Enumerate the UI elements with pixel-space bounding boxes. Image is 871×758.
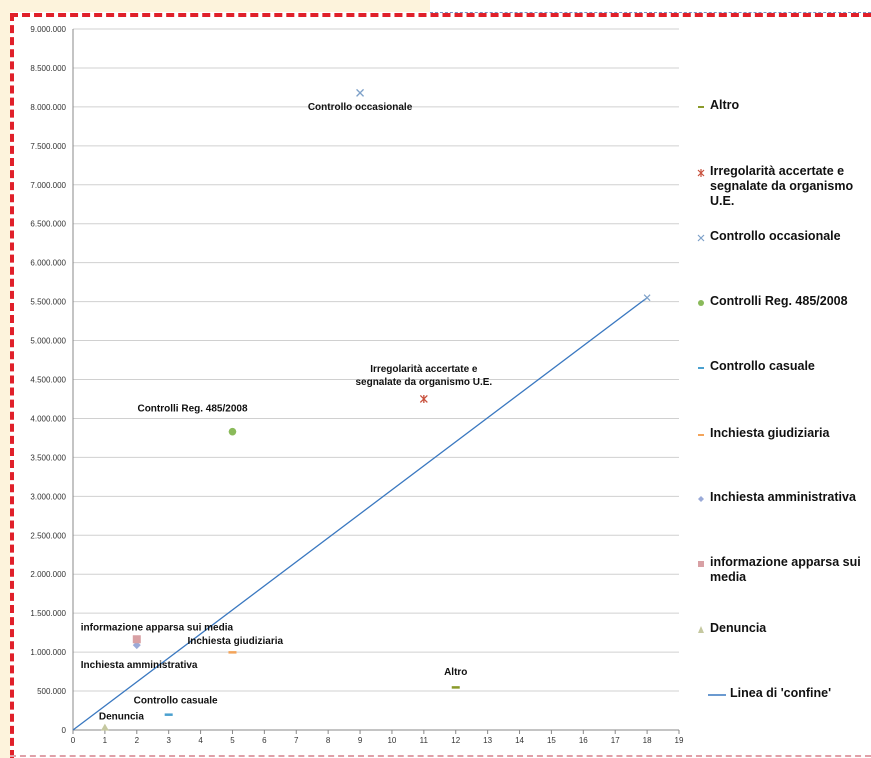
data-label: Controllo casuale [134,695,218,706]
x-tick-label: 0 [71,736,76,745]
legend-label: Controlli Reg. 485/2008 [710,294,848,308]
data-label-line: segnalate da organismo U.E. [355,377,492,388]
data-point [228,427,237,436]
y-tick-label: 7.500.000 [30,142,66,151]
legend-label: Controllo casuale [710,359,815,373]
y-tick-label: 6.000.000 [30,259,66,268]
data-label: Controlli Reg. 485/2008 [137,404,247,415]
chart-legend: Altro Irregolarità accertate e segnalate … [696,0,871,758]
legend-label: informazione apparsa sui media [710,555,861,584]
x-tick-label: 4 [198,736,203,745]
x-tick-label: 6 [262,736,267,745]
y-tick-label: 2.000.000 [30,570,66,579]
x-tick-label: 1 [103,736,108,745]
x-tick-label: 3 [166,736,171,745]
legend-item: Altro [696,98,871,115]
legend-marker-icon [696,556,706,572]
background-strip-top [0,0,430,12]
legend-label: Controllo occasionale [710,229,841,243]
data-point [132,635,141,644]
data-label: Altro [444,667,467,678]
x-tick-label: 13 [483,736,492,745]
y-tick-label: 5.500.000 [30,298,66,307]
legend-marker-icon [696,622,706,638]
y-tick-label: 2.500.000 [30,531,66,540]
data-point [419,394,428,403]
legend-item: Controllo casuale [696,359,871,376]
legend-item: informazione apparsa sui media [696,555,871,585]
legend-item: Irregolarità accertate e segnalate da or… [696,164,871,209]
background-strip-left [0,0,10,758]
x-tick-label: 16 [579,736,588,745]
x-tick-label: 12 [451,736,460,745]
legend-marker-icon [696,99,706,115]
data-point [228,651,237,654]
boundary-line [72,297,648,731]
frame-top-border [10,13,871,17]
legend-label: Denuncia [710,621,767,635]
y-tick-label: 3.000.000 [30,492,66,501]
data-point [451,686,460,689]
y-tick-label: 7.000.000 [30,181,66,190]
legend-item: Inchiesta amministrativa [696,490,871,507]
legend-label: Linea di 'confine' [730,686,832,700]
x-tick-label: 7 [294,736,299,745]
data-label: Inchiesta giudiziaria [187,636,283,647]
x-tick-label: 2 [135,736,140,745]
frame-bottom-border [10,755,871,757]
legend-label: Inchiesta amministrativa [710,490,856,504]
legend-item: Controlli Reg. 485/2008 [696,294,871,311]
y-tick-label: 8.500.000 [30,64,66,73]
y-tick-label: 9.000.000 [30,25,66,34]
x-tick-label: 5 [230,736,235,745]
legend-label: Inchiesta giudiziaria [710,426,830,440]
y-tick-label: 6.500.000 [30,220,66,229]
legend-marker-icon [696,230,706,246]
y-tick-label: 0 [62,726,67,735]
data-label-line: Irregolarità accertate e [370,364,478,375]
y-tick-label: 4.000.000 [30,414,66,423]
frame-left-border [10,13,14,758]
data-label: Controllo occasionale [308,102,413,113]
y-tick-label: 8.000.000 [30,103,66,112]
legend-marker-icon [696,165,706,181]
y-tick-label: 5.000.000 [30,337,66,346]
x-tick-label: 10 [387,736,396,745]
data-point [164,713,173,716]
x-tick-label: 8 [326,736,331,745]
x-tick-label: 11 [420,736,429,745]
x-tick-label: 19 [675,736,684,745]
y-tick-label: 500.000 [37,687,66,696]
legend-item: Denuncia [696,621,871,638]
legend-marker-icon [696,427,706,443]
data-label: Irregolarità accertate e segnalate da org… [355,364,492,388]
data-label: Inchiesta amministrativa [81,660,198,671]
x-tick-label: 9 [358,736,363,745]
x-tick-label: 18 [643,736,652,745]
x-tick-label: 14 [515,736,524,745]
legend-label: Altro [710,98,740,112]
x-tick-label: 17 [611,736,620,745]
data-label: informazione apparsa sui media [81,622,234,633]
legend-item: Inchiesta giudiziaria [696,426,871,443]
y-tick-label: 1.000.000 [30,648,66,657]
legend-item: Linea di 'confine' [696,686,871,703]
legend-marker-icon [696,687,726,703]
data-point [356,88,365,97]
data-label: Denuncia [99,712,144,723]
frame-top-thin-border [430,12,871,13]
boundary-line-endpoint [643,294,651,302]
x-tick-label: 15 [547,736,556,745]
legend-item: Controllo occasionale [696,229,871,246]
y-tick-label: 4.500.000 [30,376,66,385]
legend-marker-icon [696,295,706,311]
y-tick-label: 1.500.000 [30,609,66,618]
legend-marker-icon [696,491,706,507]
data-point [100,723,109,731]
legend-label: Irregolarità accertate e segnalate da or… [710,164,854,208]
legend-marker-icon [696,360,706,376]
y-tick-label: 3.500.000 [30,453,66,462]
